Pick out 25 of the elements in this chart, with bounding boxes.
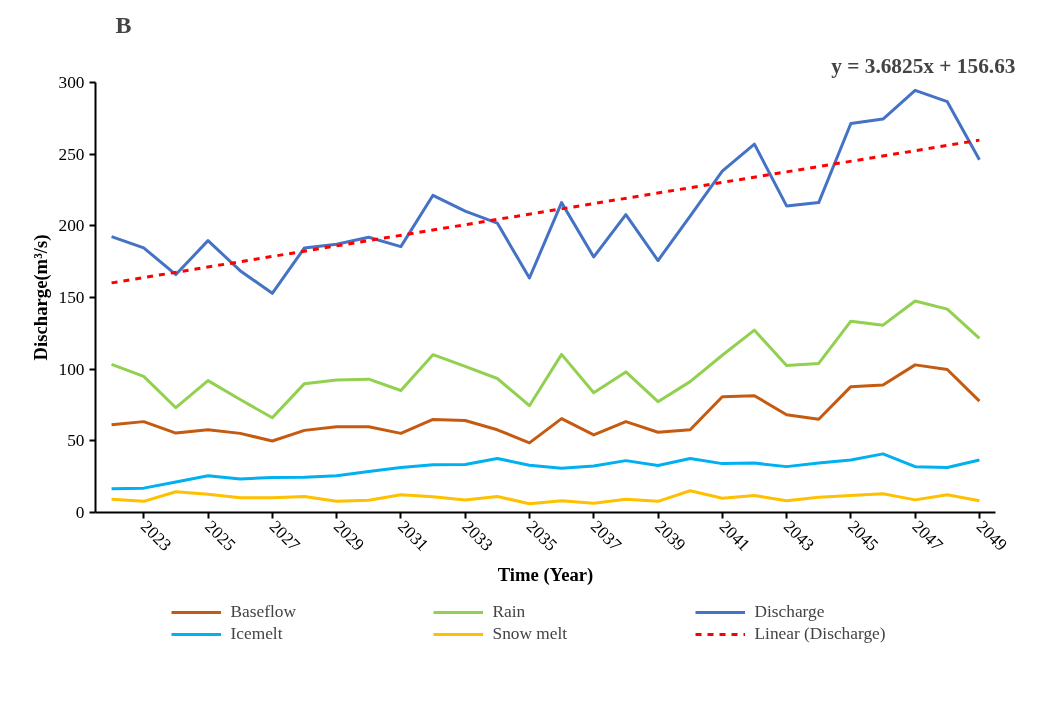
legend-label: Discharge bbox=[754, 602, 826, 622]
y-tick-label: 200 bbox=[58, 216, 85, 236]
x-tick-label: 2037 bbox=[587, 516, 626, 555]
y-tick-label: 300 bbox=[58, 73, 85, 92]
x-tick-label: 2047 bbox=[908, 516, 947, 555]
text: y = 3.6825x + 156.63 bbox=[831, 53, 1016, 78]
y-tick-label: 0 bbox=[75, 503, 85, 522]
x-axis-title: Time (Year) bbox=[497, 563, 594, 586]
legend-label: Rain bbox=[492, 602, 527, 622]
y-tick-label: 150 bbox=[58, 288, 85, 307]
legend-label: Icemelt bbox=[230, 624, 284, 644]
y-tick-label: 250 bbox=[58, 144, 85, 164]
line-series bbox=[110, 452, 981, 491]
legend-label: Linear (Discharge) bbox=[754, 624, 887, 644]
chart-title: B bbox=[115, 11, 132, 38]
line-series bbox=[110, 88, 981, 295]
line-series bbox=[110, 489, 981, 506]
y-axis-title: Discharge(m³/s) bbox=[29, 234, 52, 361]
line-series bbox=[110, 299, 981, 420]
line-series bbox=[110, 363, 981, 445]
y-tick-label: 100 bbox=[58, 359, 85, 379]
legend-label: Snow melt bbox=[492, 624, 569, 644]
legend-label: Baseflow bbox=[230, 602, 297, 622]
y-tick-label: 50 bbox=[67, 431, 85, 451]
x-tick-label: 2027 bbox=[265, 516, 304, 555]
